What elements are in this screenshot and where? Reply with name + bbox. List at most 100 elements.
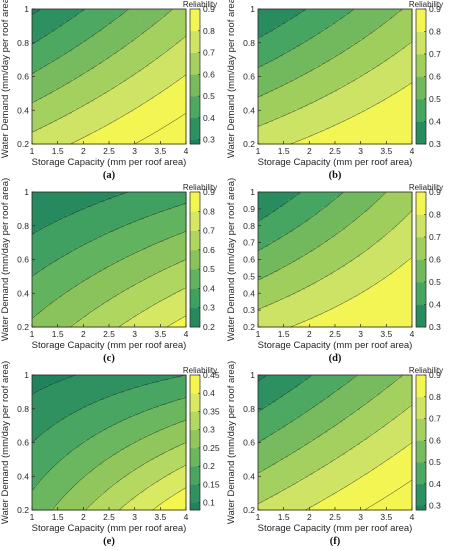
contour-cell [272, 49, 276, 53]
contour-cell [118, 111, 123, 115]
contour-cell [297, 59, 301, 63]
contour-cell [84, 81, 88, 85]
contour-cell [292, 141, 296, 145]
contour-cell [282, 101, 286, 105]
contour-cell [320, 116, 324, 120]
contour-cell [285, 81, 289, 85]
contour-cell [173, 34, 177, 38]
contour-cell [81, 94, 85, 98]
contour-cell [153, 61, 157, 65]
contour-cell [322, 11, 326, 15]
contour-cell [181, 101, 185, 105]
contour-cell [109, 114, 113, 118]
contour-cell [143, 104, 147, 108]
contour-cell [181, 16, 185, 20]
contour-cell [181, 14, 185, 18]
contour-cell [310, 74, 314, 78]
contour-cell [260, 94, 264, 98]
contour-cell [121, 44, 125, 48]
contour-cell [171, 69, 175, 73]
contour-cell [131, 49, 135, 53]
contour-cell [106, 124, 110, 128]
contour-cell [104, 86, 108, 90]
contour-cell [128, 76, 132, 80]
contour-cell [141, 119, 145, 123]
contour-cell [320, 101, 324, 105]
contour-cell [168, 91, 172, 95]
contour-cell [285, 71, 289, 75]
contour-cell [315, 71, 319, 75]
contour-cell [270, 79, 274, 83]
contour-cell [178, 101, 182, 105]
contour-cell [109, 64, 113, 68]
contour-cell [81, 71, 85, 75]
contour-cell [325, 59, 329, 63]
contour-cell [123, 74, 127, 78]
contour-cell [59, 81, 63, 85]
contour-cell [123, 61, 127, 65]
contour-cell [136, 44, 140, 48]
contour-cell [86, 61, 90, 65]
contour-cell [69, 39, 73, 43]
contour-cell [310, 59, 314, 63]
x-tick-label: 3.5 [154, 146, 166, 156]
contour-cell [74, 34, 78, 38]
contour-cell [116, 26, 120, 30]
contour-cell [104, 124, 108, 128]
contour-cell [94, 116, 98, 120]
contour-cell [320, 59, 324, 63]
contour-cell [138, 41, 142, 45]
contour-cell [295, 64, 299, 68]
contour-cell [183, 111, 187, 115]
contour-cell [101, 29, 105, 33]
contour-cell [267, 34, 272, 38]
contour-cell [178, 51, 182, 55]
contour-cell [126, 84, 130, 88]
contour-cell [113, 44, 118, 48]
contour-cell [74, 126, 78, 130]
contour-cell [59, 74, 63, 78]
contour-cell [56, 134, 60, 138]
contour-cell [104, 31, 108, 35]
contour-cell [262, 136, 267, 140]
contour-cell [285, 91, 289, 95]
contour-cell [297, 74, 301, 78]
contour-cell [36, 51, 41, 55]
contour-cell [270, 19, 274, 23]
contour-cell [287, 14, 291, 18]
contour-cell [315, 114, 319, 118]
contour-cell [292, 64, 296, 68]
contour-cell [148, 61, 152, 65]
contour-cell [136, 41, 140, 45]
contour-cell [302, 11, 306, 15]
contour-cell [143, 129, 147, 133]
contour-cell [153, 21, 157, 25]
contour-cell [258, 119, 262, 123]
contour-cell [325, 71, 329, 75]
contour-cell [275, 124, 279, 128]
contour-cell [290, 139, 294, 143]
contour-cell [113, 124, 118, 128]
contour-cell [302, 109, 306, 113]
contour-cell [290, 104, 294, 108]
contour-cell [297, 44, 301, 48]
contour-cell [96, 79, 100, 83]
contour-cell [109, 136, 113, 140]
contour-cell [44, 79, 48, 83]
contour-cell [126, 119, 130, 123]
contour-cell [307, 19, 311, 23]
contour-cell [126, 94, 130, 98]
contour-cell [61, 36, 65, 40]
contour-cell [46, 111, 50, 115]
contour-cell [285, 56, 289, 60]
contour-cell [69, 19, 73, 23]
contour-cell [36, 76, 41, 80]
contour-cell [111, 91, 115, 95]
contour-cell [181, 96, 185, 100]
contour-cell [86, 49, 90, 53]
contour-cell [312, 31, 316, 35]
contour-cell [312, 44, 316, 48]
contour-cell [81, 116, 85, 120]
contour-cell [322, 9, 326, 13]
contour-cell [158, 104, 162, 108]
